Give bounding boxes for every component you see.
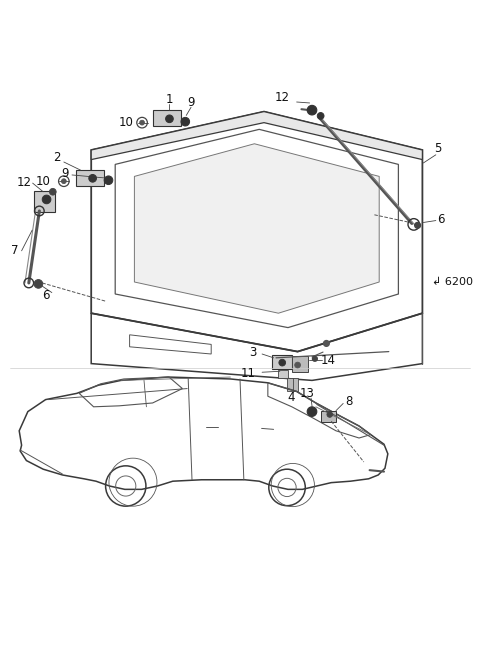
Text: 5: 5	[434, 142, 442, 155]
Circle shape	[166, 115, 173, 123]
Circle shape	[140, 120, 144, 125]
Text: 12: 12	[275, 91, 290, 104]
FancyBboxPatch shape	[292, 356, 308, 372]
Text: 9: 9	[61, 167, 69, 180]
Text: 1: 1	[166, 93, 173, 106]
Text: 6: 6	[437, 213, 444, 226]
Text: 9: 9	[187, 96, 195, 109]
Circle shape	[279, 359, 286, 366]
Text: 12: 12	[16, 176, 32, 189]
FancyBboxPatch shape	[153, 110, 181, 127]
FancyBboxPatch shape	[321, 411, 336, 422]
Circle shape	[327, 412, 333, 417]
Text: 2: 2	[53, 150, 60, 164]
Circle shape	[324, 341, 329, 346]
Circle shape	[89, 174, 96, 182]
Text: 13: 13	[300, 387, 314, 400]
Text: 10: 10	[36, 175, 50, 187]
Circle shape	[42, 195, 51, 204]
FancyBboxPatch shape	[34, 191, 55, 212]
Text: 4: 4	[287, 391, 295, 404]
Text: 11: 11	[240, 367, 255, 380]
Circle shape	[307, 407, 317, 416]
Circle shape	[49, 188, 56, 195]
Circle shape	[295, 362, 300, 368]
Circle shape	[307, 106, 317, 115]
Circle shape	[317, 113, 324, 119]
Text: 10: 10	[119, 116, 133, 129]
FancyBboxPatch shape	[272, 356, 292, 370]
Text: ↲ 6200: ↲ 6200	[432, 277, 473, 287]
Circle shape	[181, 117, 190, 126]
FancyBboxPatch shape	[278, 370, 288, 378]
FancyBboxPatch shape	[76, 170, 104, 185]
Circle shape	[312, 356, 317, 361]
Text: 8: 8	[345, 395, 353, 407]
FancyBboxPatch shape	[287, 378, 298, 391]
Circle shape	[61, 179, 66, 183]
Text: 14: 14	[320, 354, 336, 367]
Text: 6: 6	[42, 289, 49, 302]
Circle shape	[415, 222, 420, 228]
Text: 3: 3	[249, 346, 256, 358]
Polygon shape	[91, 112, 422, 160]
Text: 7: 7	[11, 244, 18, 257]
Circle shape	[34, 280, 43, 288]
Circle shape	[104, 176, 113, 185]
Polygon shape	[134, 144, 379, 314]
